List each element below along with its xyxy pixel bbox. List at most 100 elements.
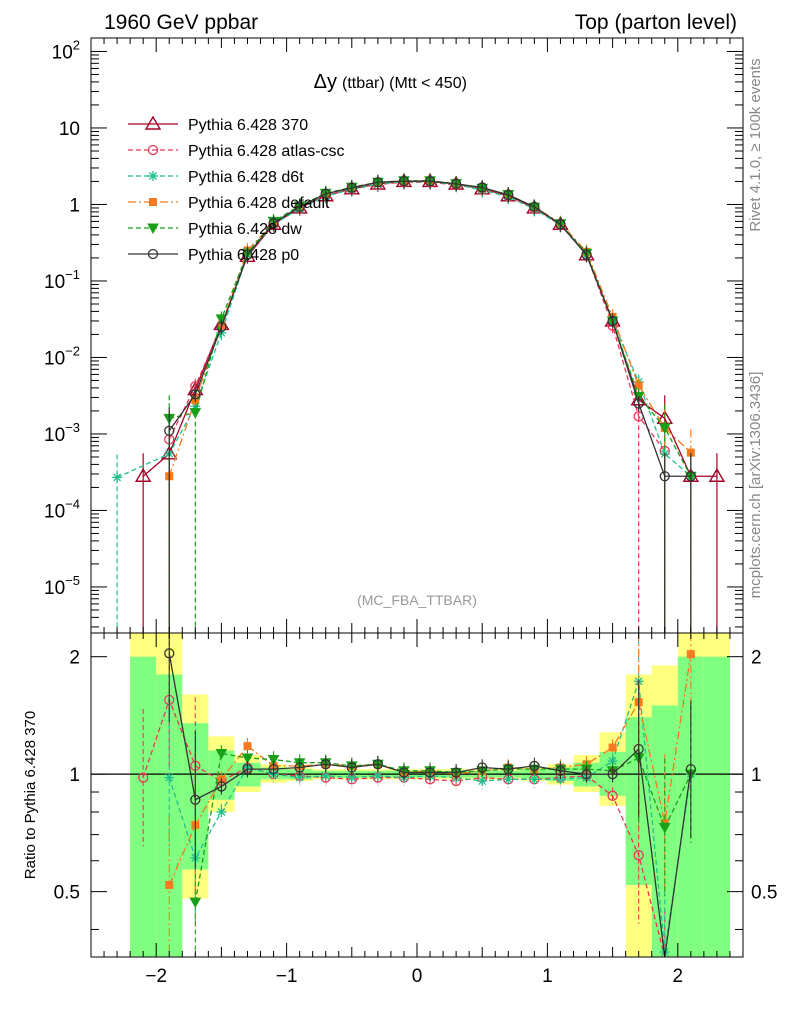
chart-title-suffix: (ttbar) (Mtt < 450): [342, 75, 467, 92]
ratio-tick-label: 1: [69, 765, 80, 786]
series-p370: [134, 173, 726, 633]
axis-ticks: −2 −1 0 1 2 102 10 1 10−1 10−2 10−3 10−4 10−5 2 2 1 1 0.5…: [44, 37, 777, 987]
ratio-point: [477, 776, 488, 787]
ratio-point: [346, 762, 357, 773]
legend: Pythia 6.428 370 Pythia 6.428 atlas-csc Py…: [128, 115, 345, 264]
y-tick-label: 10: [59, 119, 80, 140]
ratio-point: [164, 648, 175, 659]
legend-item-d6t: Pythia 6.428 d6t: [128, 169, 304, 186]
ratio-point: [243, 742, 252, 751]
data-point: [242, 249, 253, 260]
header-process-label: Top (parton level): [575, 11, 737, 34]
data-point: [320, 188, 331, 199]
ratio-tick-label-right: 2: [751, 648, 762, 669]
x-tick-label: −2: [145, 966, 167, 987]
ratio-point: [658, 822, 671, 834]
ratio-point: [215, 748, 228, 760]
mcplots-reference-label: mcplots.cern.ch [arXiv:1306.3436]: [747, 372, 764, 599]
data-point: [189, 408, 202, 419]
ratio-line: [168, 654, 692, 886]
data-point: [268, 217, 279, 229]
ratio-line: [168, 653, 692, 958]
ratio-line: [168, 681, 692, 953]
data-point: [190, 389, 201, 400]
ratio-series-p0: [164, 633, 696, 958]
data-point: [634, 381, 643, 390]
ratio-point: [450, 767, 462, 778]
data-point: [686, 448, 695, 457]
legend-item-default: Pythia 6.428 default: [128, 195, 330, 212]
ratio-point: [164, 772, 175, 783]
header-energy-label: 1960 GeV ppbar: [104, 11, 258, 34]
data-point: [450, 178, 462, 189]
ratio-point: [607, 790, 618, 801]
data-point: [503, 189, 514, 201]
ratio-point: [477, 762, 488, 773]
ratio-point: [686, 650, 695, 659]
ratio-point: [529, 760, 540, 772]
ratio-tick-label: 0.5: [54, 883, 80, 904]
legend-marker: [147, 223, 159, 235]
series-p0: [164, 173, 696, 633]
y-tick-label: 10−2: [44, 343, 80, 369]
x-tick-label: 0: [412, 966, 423, 987]
ratio-point: [581, 769, 592, 780]
series-line: [168, 180, 691, 477]
ratio-tick-label-right: 1: [751, 765, 762, 786]
data-point: [216, 321, 227, 333]
ratio-point: [320, 770, 331, 781]
ratio-point: [372, 759, 384, 770]
ratio-tick-label-right: 0.5: [751, 883, 777, 904]
series-line: [168, 179, 692, 477]
legend-label: Pythia 6.428 default: [188, 195, 330, 212]
data-point: [708, 467, 726, 482]
series-dw: [163, 173, 697, 633]
series-d6t: [112, 174, 696, 633]
data-point: [477, 182, 488, 193]
ratio-point: [529, 774, 540, 785]
data-point: [134, 467, 152, 482]
ratio-point: [241, 753, 254, 765]
ratio-series-layer: [138, 633, 697, 958]
ratio-point: [320, 759, 331, 770]
ratio-point: [633, 850, 644, 861]
legend-item-atlas: Pythia 6.428 atlas-csc: [128, 143, 345, 160]
ratio-point: [398, 767, 410, 778]
data-point: [372, 177, 384, 188]
data-point: [112, 472, 123, 483]
data-point: [346, 182, 357, 193]
data-point: [685, 471, 696, 482]
x-tick-label: 2: [673, 966, 684, 987]
data-point: [555, 219, 566, 230]
data-point: [398, 175, 410, 187]
y-tick-label: 1: [69, 195, 80, 216]
legend-item-dw: Pythia 6.428 dw: [128, 221, 302, 238]
x-tick-label: 1: [542, 966, 553, 987]
ratio-point: [607, 756, 618, 767]
analysis-watermark: (MC_FBA_TTBAR): [357, 592, 477, 608]
data-point: [658, 423, 671, 434]
data-point: [424, 176, 436, 187]
legend-marker: [144, 115, 162, 130]
ratio-point: [424, 767, 436, 778]
y-tick-label: 10−5: [44, 573, 80, 599]
legend-label: Pythia 6.428 370: [188, 117, 308, 134]
ratio-point: [268, 764, 279, 775]
data-point: [294, 201, 305, 213]
legend-marker: [149, 198, 157, 206]
y-tick-label: 10−1: [44, 267, 80, 293]
legend-label: Pythia 6.428 p0: [188, 247, 299, 264]
legend-marker: [147, 144, 159, 156]
legend-item-p0: Pythia 6.428 p0: [128, 247, 299, 264]
data-point: [607, 315, 618, 327]
x-tick-label: −1: [276, 966, 298, 987]
data-point: [529, 201, 540, 213]
ratio-point: [294, 762, 305, 773]
rivet-version-label: Rivet 4.1.0, ≥ 100k events: [747, 58, 764, 231]
ratio-point: [216, 806, 227, 817]
ratio-point: [189, 897, 202, 909]
ratio-point: [216, 781, 227, 792]
legend-label: Pythia 6.428 d6t: [188, 169, 304, 186]
main-series-layer: [112, 173, 726, 633]
